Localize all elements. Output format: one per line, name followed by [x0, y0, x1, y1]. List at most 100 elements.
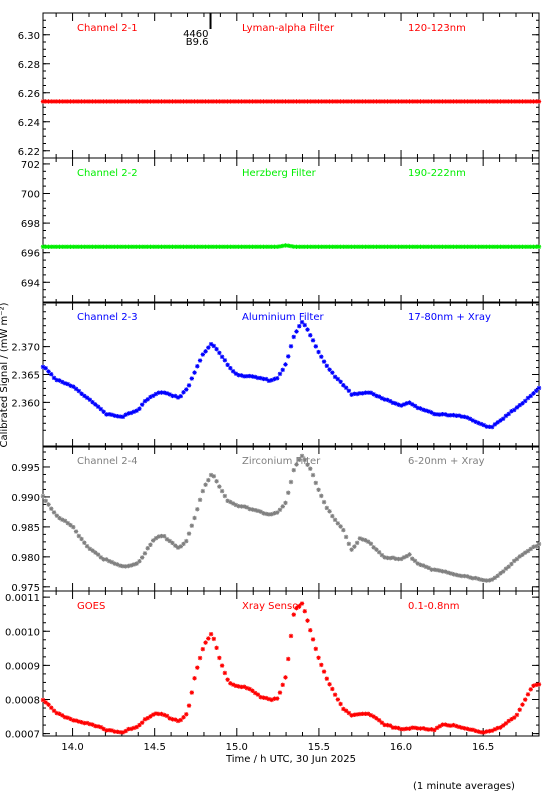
data-point — [371, 244, 376, 249]
data-point — [87, 99, 93, 104]
data-point — [175, 244, 181, 249]
event-marker-label: B9.6 — [186, 37, 209, 48]
data-point — [286, 243, 291, 248]
data-point — [184, 99, 189, 104]
data-point — [117, 730, 123, 735]
data-point — [465, 574, 470, 579]
data-point — [401, 726, 407, 732]
data-point — [280, 99, 285, 104]
data-point — [341, 383, 346, 388]
data-point — [299, 601, 305, 606]
data-point — [43, 244, 48, 249]
data-point — [374, 99, 379, 104]
data-point — [60, 99, 65, 104]
data-point — [164, 99, 170, 104]
data-point — [412, 244, 418, 249]
data-point — [343, 385, 349, 390]
data-point — [277, 507, 283, 513]
data-point — [128, 99, 134, 104]
data-point — [470, 576, 476, 581]
data-point — [71, 99, 76, 104]
data-point — [536, 385, 542, 391]
data-point — [330, 686, 335, 692]
data-point — [371, 545, 376, 550]
data-point — [385, 244, 390, 249]
data-point — [308, 244, 313, 249]
data-point — [495, 573, 500, 579]
data-point — [454, 723, 459, 729]
data-point — [95, 244, 101, 249]
data-point — [445, 413, 451, 418]
data-point — [327, 367, 332, 372]
data-point — [181, 390, 186, 395]
data-point — [316, 99, 321, 104]
data-point — [288, 479, 294, 485]
data-point — [363, 538, 368, 543]
data-point — [283, 243, 288, 248]
data-point — [357, 244, 363, 249]
data-point — [448, 99, 454, 104]
data-point — [241, 374, 247, 379]
data-point — [330, 99, 335, 104]
data-point — [462, 573, 467, 579]
data-point — [159, 99, 164, 104]
data-point — [184, 712, 189, 717]
data-point — [390, 555, 396, 560]
data-point — [534, 99, 539, 104]
data-point — [288, 99, 294, 104]
data-point — [352, 244, 357, 249]
data-point — [365, 244, 371, 249]
data-point — [429, 567, 434, 572]
data-point — [73, 244, 79, 249]
data-point — [294, 244, 299, 249]
data-point — [365, 711, 371, 717]
data-point — [451, 572, 456, 577]
panel-3: 2.360 2.365 2.370 Channel 2-3 Aluminium Filt… — [11, 301, 542, 448]
data-point — [316, 655, 321, 660]
data-point — [423, 99, 429, 104]
data-point — [164, 713, 170, 719]
data-point — [465, 244, 470, 249]
data-point — [120, 564, 126, 569]
data-point — [275, 510, 280, 515]
data-point — [112, 244, 117, 249]
data-point — [264, 376, 269, 382]
data-point — [478, 99, 484, 104]
data-point — [258, 694, 263, 700]
data-point — [534, 244, 539, 249]
data-point — [410, 244, 415, 249]
x-axis-label: Time / h UTC, 30 Jun 2025 — [225, 754, 356, 765]
data-point — [470, 418, 476, 423]
data-point — [206, 99, 211, 104]
panel-filter-label: Zirconium Filter — [242, 456, 321, 467]
data-point — [275, 244, 280, 249]
data-point — [341, 99, 346, 104]
data-point — [467, 244, 473, 249]
data-point — [269, 511, 274, 517]
data-point — [264, 99, 269, 104]
data-point — [65, 244, 70, 249]
data-point — [316, 487, 321, 493]
data-point — [288, 243, 294, 249]
data-point — [343, 244, 349, 249]
data-point — [167, 392, 172, 397]
data-point — [368, 713, 374, 718]
data-point — [509, 244, 514, 249]
data-point — [415, 99, 420, 104]
data-point — [51, 99, 57, 104]
data-point — [49, 244, 54, 249]
data-point — [349, 244, 354, 249]
data-point — [525, 99, 531, 104]
data-point — [272, 244, 277, 249]
data-point — [418, 406, 423, 411]
data-point — [382, 722, 387, 728]
data-point — [51, 244, 57, 249]
data-point — [228, 99, 233, 104]
data-point — [352, 391, 357, 396]
data-point — [208, 631, 214, 637]
data-point — [57, 378, 62, 383]
data-point — [261, 244, 266, 249]
data-point — [489, 244, 495, 249]
data-point — [173, 543, 178, 548]
data-point — [401, 244, 407, 249]
